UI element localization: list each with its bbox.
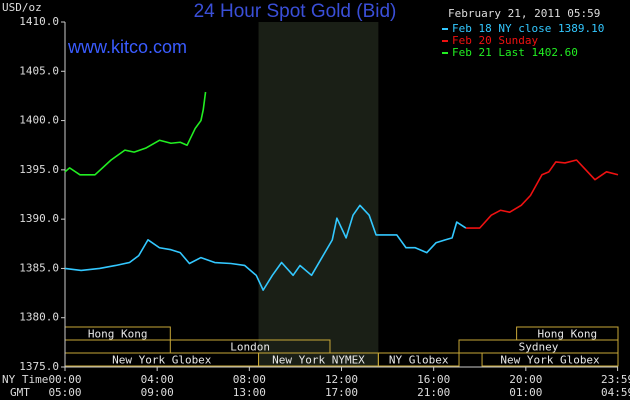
x-tick-label: 20:00	[509, 373, 542, 386]
x2-tick-label: 09:00	[141, 386, 174, 399]
x-tick-label: 12:00	[325, 373, 358, 386]
session-label: London	[230, 341, 270, 354]
x2-tick-label: 05:00	[48, 386, 81, 399]
session-box	[481, 352, 619, 367]
x2-tick-label: 04:59	[601, 386, 630, 399]
y-unit: USD/oz	[2, 1, 42, 14]
watermark: www.kitco.com	[67, 37, 187, 57]
session-label: NY Globex	[389, 354, 449, 367]
x-tick-label: 00:00	[48, 373, 81, 386]
x-tick-label: 23:59	[601, 373, 630, 386]
chart-title: 24 Hour Spot Gold (Bid)	[194, 1, 397, 22]
x2-row-label: GMT	[10, 386, 30, 399]
y-tick-label: 1405.0	[19, 64, 59, 77]
y-tick-label: 1400.0	[19, 114, 59, 127]
x-tick-label: 08:00	[233, 373, 266, 386]
y-tick-label: 1375.0	[19, 360, 59, 373]
series-line	[465, 159, 619, 229]
y-tick-label: 1395.0	[19, 163, 59, 176]
legend-label: Feb 18 NY close 1389.10	[452, 22, 604, 35]
y-tick-label: 1380.0	[19, 311, 59, 324]
session-box	[377, 352, 460, 367]
session-label: Hong Kong	[88, 328, 148, 341]
x2-tick-label: 13:00	[233, 386, 266, 399]
session-label: New York Globex	[500, 354, 600, 367]
legend-label: Feb 20 Sunday	[452, 34, 538, 47]
y-tick-label: 1410.0	[19, 15, 59, 28]
x-row-label: NY Time	[2, 373, 48, 386]
timestamp: February 21, 2011 05:59	[448, 7, 600, 20]
x2-tick-label: 21:00	[417, 386, 450, 399]
x2-tick-label: 01:00	[509, 386, 542, 399]
x2-tick-label: 17:00	[325, 386, 358, 399]
session-label: Sydney	[519, 341, 559, 354]
shaded-region	[258, 22, 379, 367]
session-label: New York NYMEX	[272, 354, 365, 367]
y-tick-label: 1385.0	[19, 261, 59, 274]
session-label: New York Globex	[112, 354, 212, 367]
x-tick-label: 04:00	[141, 373, 174, 386]
session-label: Hong Kong	[538, 328, 598, 341]
series-line	[64, 204, 467, 291]
legend-label: Feb 21 Last 1402.60	[452, 46, 578, 59]
x-tick-label: 16:00	[417, 373, 450, 386]
series-line	[64, 91, 207, 176]
y-tick-label: 1390.0	[19, 212, 59, 225]
